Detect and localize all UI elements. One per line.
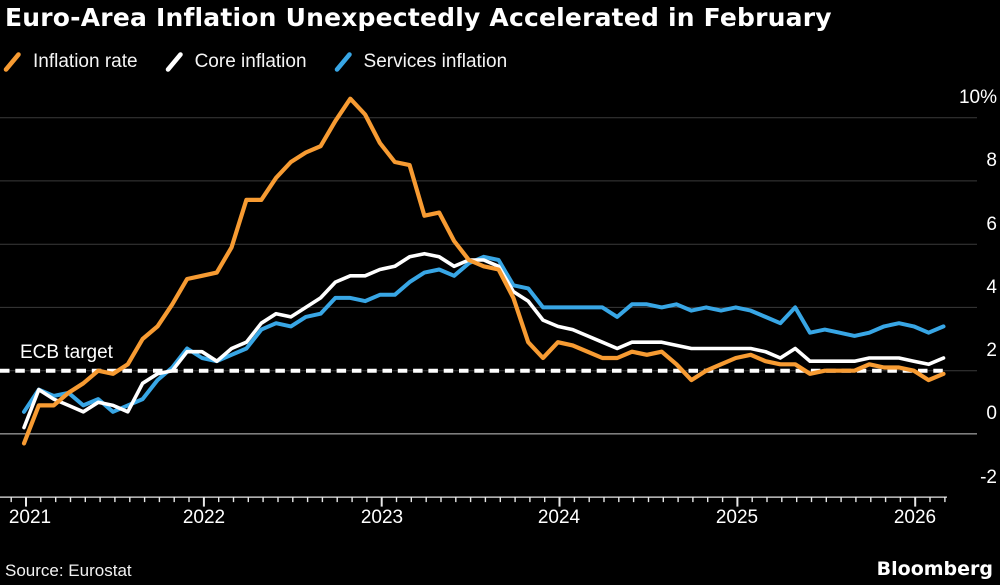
x-axis-label-2026: 2026 — [893, 507, 937, 528]
orange-slash-icon — [3, 52, 21, 72]
series-line-inflation-rate — [21, 96, 946, 446]
blue-slash-icon — [334, 52, 352, 72]
legend-item-core-inflation: Core inflation — [165, 49, 307, 75]
chart-title: Euro-Area Inflation Unexpectedly Acceler… — [5, 3, 832, 32]
x-axis-label-2025: 2025 — [715, 507, 759, 528]
series-line-services-inflation — [22, 254, 946, 414]
legend: Inflation rate Core inflation Services i… — [3, 49, 534, 75]
y-axis-label-0: 0 — [986, 403, 997, 424]
legend-item-services-inflation: Services inflation — [334, 49, 508, 75]
source-note: Source: Eurostat — [5, 561, 132, 580]
ecb-target-annotation: ECB target — [20, 342, 113, 363]
legend-label: Inflation rate — [33, 51, 138, 72]
y-axis-label-8: 8 — [986, 150, 997, 171]
x-axis-label-2022: 2022 — [182, 507, 226, 528]
white-slash-icon — [165, 52, 183, 72]
y-axis-label-10: 10% — [958, 87, 997, 108]
legend-item-inflation-rate: Inflation rate — [3, 49, 138, 75]
bloomberg-logo: Bloomberg — [876, 558, 993, 580]
y-axis-label-2: 2 — [986, 340, 997, 361]
legend-label: Services inflation — [363, 51, 508, 72]
legend-label: Core inflation — [194, 51, 307, 72]
y-axis-label-4: 4 — [986, 277, 997, 298]
x-axis-label-2023: 2023 — [360, 507, 404, 528]
series-line-core-inflation — [22, 251, 946, 430]
x-axis-label-2021: 2021 — [8, 507, 52, 528]
y-axis-label-neg2: -2 — [980, 467, 997, 488]
x-axis-label-2024: 2024 — [537, 507, 581, 528]
y-axis-label-6: 6 — [986, 214, 997, 235]
